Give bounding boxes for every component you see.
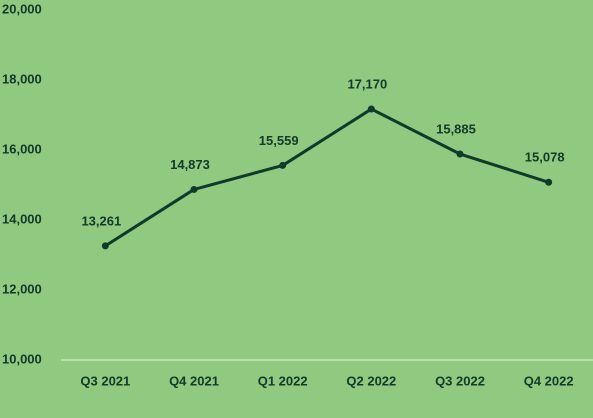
y-tick-label: 18,000 (2, 71, 42, 86)
x-tick-label: Q2 2022 (346, 373, 396, 388)
data-label: 13,261 (81, 213, 121, 228)
point (190, 185, 198, 193)
point (456, 150, 464, 158)
point (101, 242, 109, 250)
y-tick-label: 16,000 (2, 141, 42, 156)
data-label: 15,559 (259, 133, 299, 148)
x-tick-label: Q3 2021 (80, 373, 130, 388)
y-tick-label: 14,000 (2, 211, 42, 226)
x-tick-label: Q3 2022 (435, 373, 485, 388)
line (104, 107, 550, 248)
data-label: 15,078 (525, 150, 565, 165)
point (367, 105, 375, 113)
data-label: 17,170 (347, 76, 387, 91)
data-label: 15,885 (436, 121, 476, 136)
data-label: 14,873 (170, 157, 210, 172)
y-tick-label: 12,000 (2, 281, 42, 296)
y-tick-label: 20,000 (2, 1, 42, 16)
point (545, 178, 553, 186)
x-tick-label: Q4 2022 (524, 373, 574, 388)
point (279, 161, 287, 169)
x-tick-label: Q4 2021 (169, 373, 219, 388)
y-tick-label: 10,000 (2, 351, 42, 366)
x-tick-label: Q1 2022 (258, 373, 308, 388)
